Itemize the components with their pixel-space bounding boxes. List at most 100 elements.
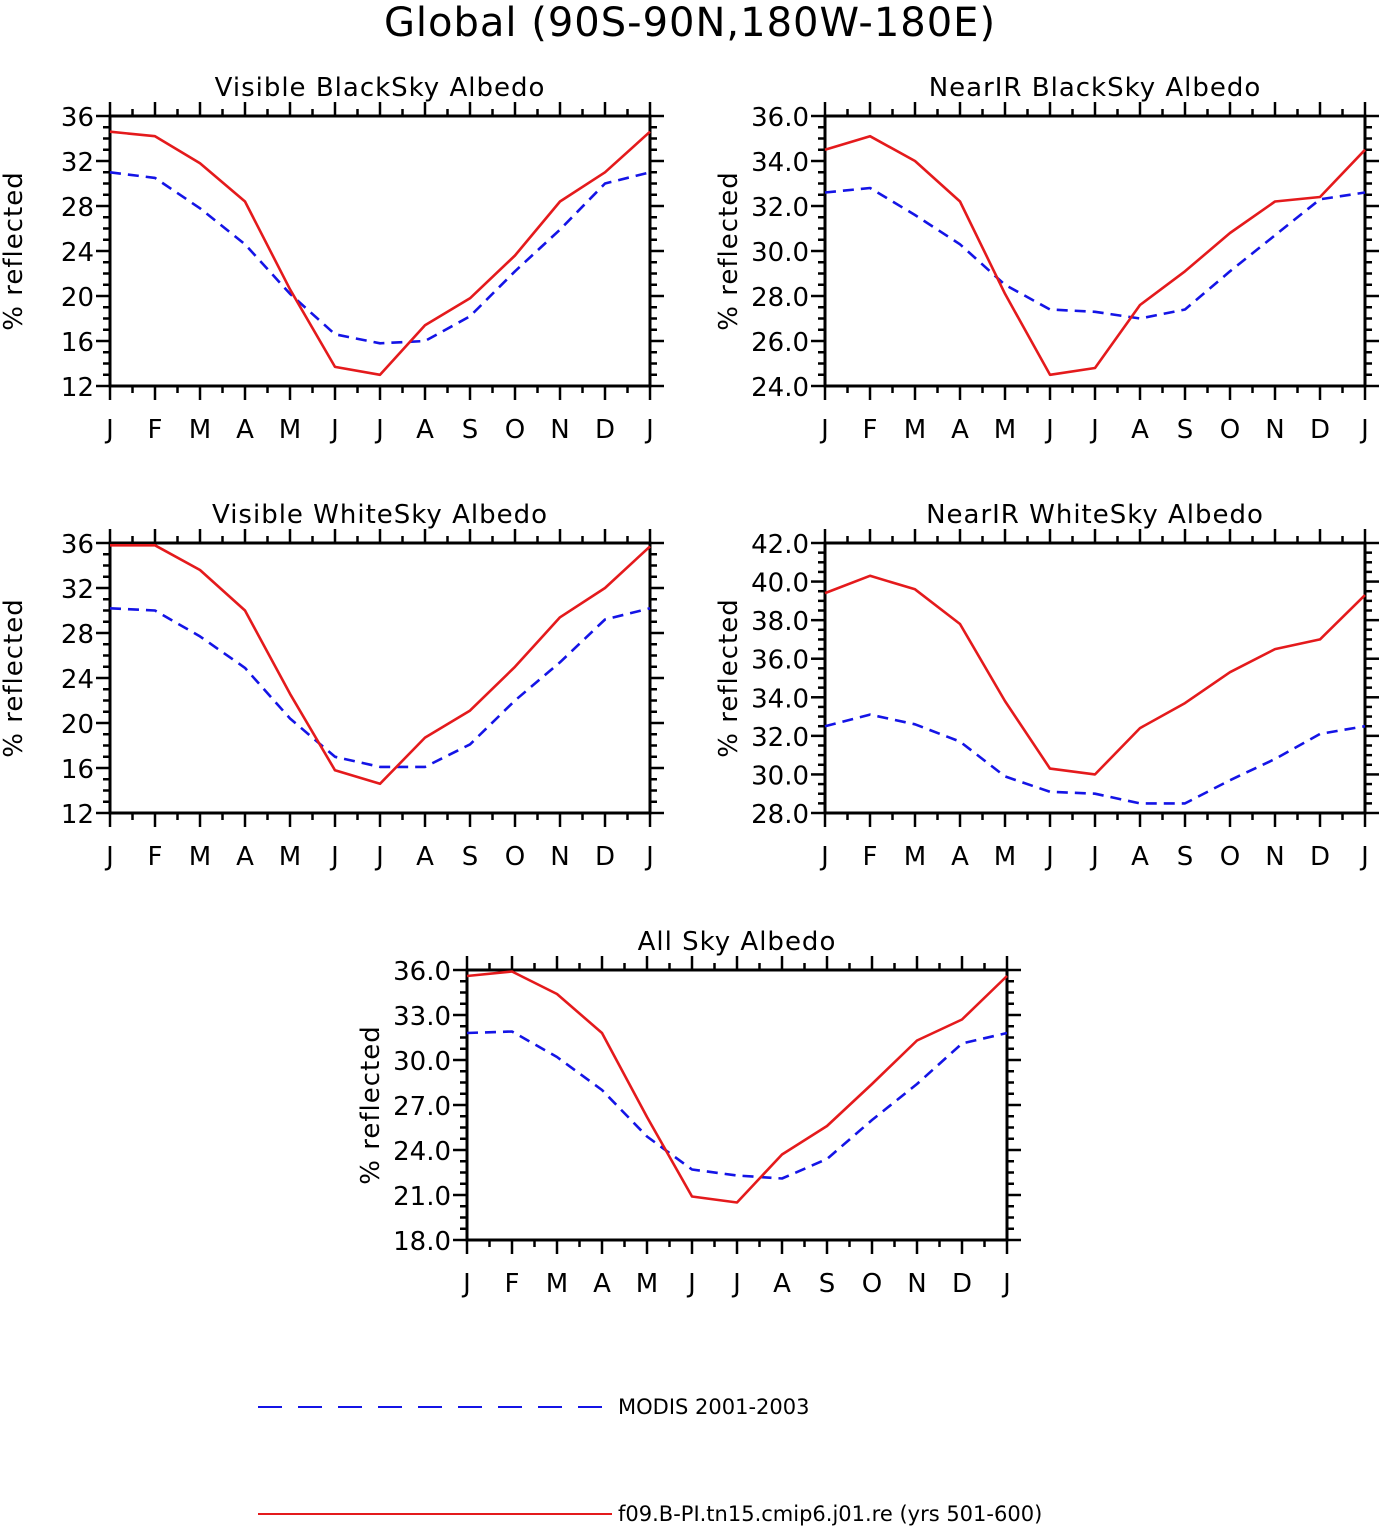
x-tick-label: J	[329, 415, 339, 445]
y-tick-label: 32	[61, 575, 94, 605]
x-tick-label: M	[546, 1269, 568, 1299]
y-tick-label: 32	[61, 148, 94, 178]
x-tick-label: M	[636, 1269, 658, 1299]
legend-obs-label: MODIS 2001-2003	[618, 1395, 809, 1419]
x-tick-label: A	[1131, 415, 1149, 445]
x-tick-label: S	[462, 842, 479, 872]
y-tick-label: 16	[61, 328, 94, 358]
y-tick-label: 30.0	[393, 1047, 451, 1077]
x-tick-label: J	[1089, 842, 1099, 872]
x-tick-label: O	[862, 1269, 882, 1299]
x-tick-label: J	[374, 415, 384, 445]
series-line-model	[110, 543, 651, 786]
y-tick-label: 36.0	[751, 103, 809, 133]
y-tick-label: 30.0	[751, 238, 809, 268]
x-tick-label: J	[1044, 842, 1054, 872]
y-tick-label: 32.0	[751, 193, 809, 223]
x-tick-label: M	[189, 842, 211, 872]
x-tick-label: J	[104, 842, 114, 872]
x-tick-label: J	[374, 842, 384, 872]
x-tick-label: J	[819, 842, 829, 872]
series-line-model	[466, 970, 1008, 1204]
y-tick-label: 42.0	[751, 530, 809, 560]
x-tick-label: F	[863, 842, 878, 872]
x-tick-label: M	[189, 415, 211, 445]
panel-title: Visible BlackSky Albedo	[215, 73, 546, 103]
legend-model-label: f09.B-PI.tn15.cmip6.j01.re (yrs 501-600)	[618, 1502, 1042, 1526]
series-line-modis	[109, 607, 651, 769]
y-tick-label: 24	[61, 238, 94, 268]
x-tick-label: J	[104, 415, 114, 445]
y-tick-label: 34.0	[751, 684, 809, 714]
figure-title: Global (90S-90N,180W-180E)	[384, 0, 996, 46]
y-tick-label: 28	[61, 620, 94, 650]
y-tick-label: 30.0	[751, 761, 809, 791]
x-tick-label: J	[329, 842, 339, 872]
y-tick-label: 36.0	[393, 957, 451, 987]
y-tick-label: 38.0	[751, 607, 809, 637]
panel-title: NearIR WhiteSky Albedo	[926, 500, 1264, 530]
x-tick-label: J	[644, 842, 654, 872]
x-tick-label: J	[1089, 415, 1099, 445]
y-axis-label: % reflected	[0, 598, 29, 757]
panel-title: Visible WhiteSky Albedo	[212, 500, 548, 530]
y-tick-label: 24.0	[751, 373, 809, 403]
x-tick-label: O	[1220, 415, 1240, 445]
x-tick-label: S	[1177, 415, 1194, 445]
y-axis-label: % reflected	[356, 1025, 386, 1184]
x-tick-label: O	[505, 842, 525, 872]
legend: MODIS 2001-2003 f09.B-PI.tn15.cmip6.j01.…	[258, 1395, 1042, 1526]
x-tick-label: D	[595, 415, 615, 445]
y-tick-label: 26.0	[751, 328, 809, 358]
x-tick-label: M	[904, 415, 926, 445]
x-tick-label: D	[1310, 415, 1330, 445]
x-tick-label: M	[904, 842, 926, 872]
x-tick-label: M	[994, 842, 1016, 872]
x-tick-label: J	[1359, 415, 1369, 445]
x-tick-label: A	[416, 842, 434, 872]
x-tick-label: A	[951, 842, 969, 872]
y-tick-label: 18.0	[393, 1227, 451, 1257]
y-tick-label: 28.0	[751, 800, 809, 830]
x-tick-label: F	[505, 1269, 520, 1299]
y-tick-label: 20	[61, 283, 94, 313]
x-tick-label: O	[1220, 842, 1240, 872]
x-tick-label: J	[731, 1269, 741, 1299]
x-tick-label: J	[1359, 842, 1369, 872]
y-tick-label: 40.0	[751, 569, 809, 599]
y-tick-label: 36	[61, 103, 94, 133]
y-tick-label: 32.0	[751, 723, 809, 753]
x-tick-label: D	[1310, 842, 1330, 872]
x-tick-label: A	[1131, 842, 1149, 872]
series-line-model	[824, 574, 1366, 776]
x-tick-label: J	[686, 1269, 696, 1299]
x-tick-label: J	[819, 415, 829, 445]
x-tick-label: N	[1265, 842, 1284, 872]
y-tick-label: 12	[61, 373, 94, 403]
series-line-model	[824, 134, 1366, 377]
x-tick-label: N	[550, 415, 569, 445]
x-tick-label: J	[1044, 415, 1054, 445]
x-tick-label: M	[279, 842, 301, 872]
series-line-modis	[824, 713, 1366, 805]
x-tick-label: S	[819, 1269, 836, 1299]
plot-frame	[465, 968, 1009, 1242]
series-line-model	[109, 130, 651, 377]
x-tick-label: F	[148, 842, 163, 872]
x-tick-label: F	[863, 415, 878, 445]
x-tick-label: J	[461, 1269, 471, 1299]
series-line-modis	[466, 1030, 1008, 1180]
y-tick-label: 21.0	[393, 1182, 451, 1212]
y-tick-label: 27.0	[393, 1092, 451, 1122]
x-tick-label: A	[593, 1269, 611, 1299]
x-tick-label: N	[1265, 415, 1284, 445]
panel-title: All Sky Albedo	[638, 927, 837, 957]
series-line-modis	[824, 186, 1366, 320]
x-tick-label: D	[595, 842, 615, 872]
x-tick-label: S	[462, 415, 479, 445]
